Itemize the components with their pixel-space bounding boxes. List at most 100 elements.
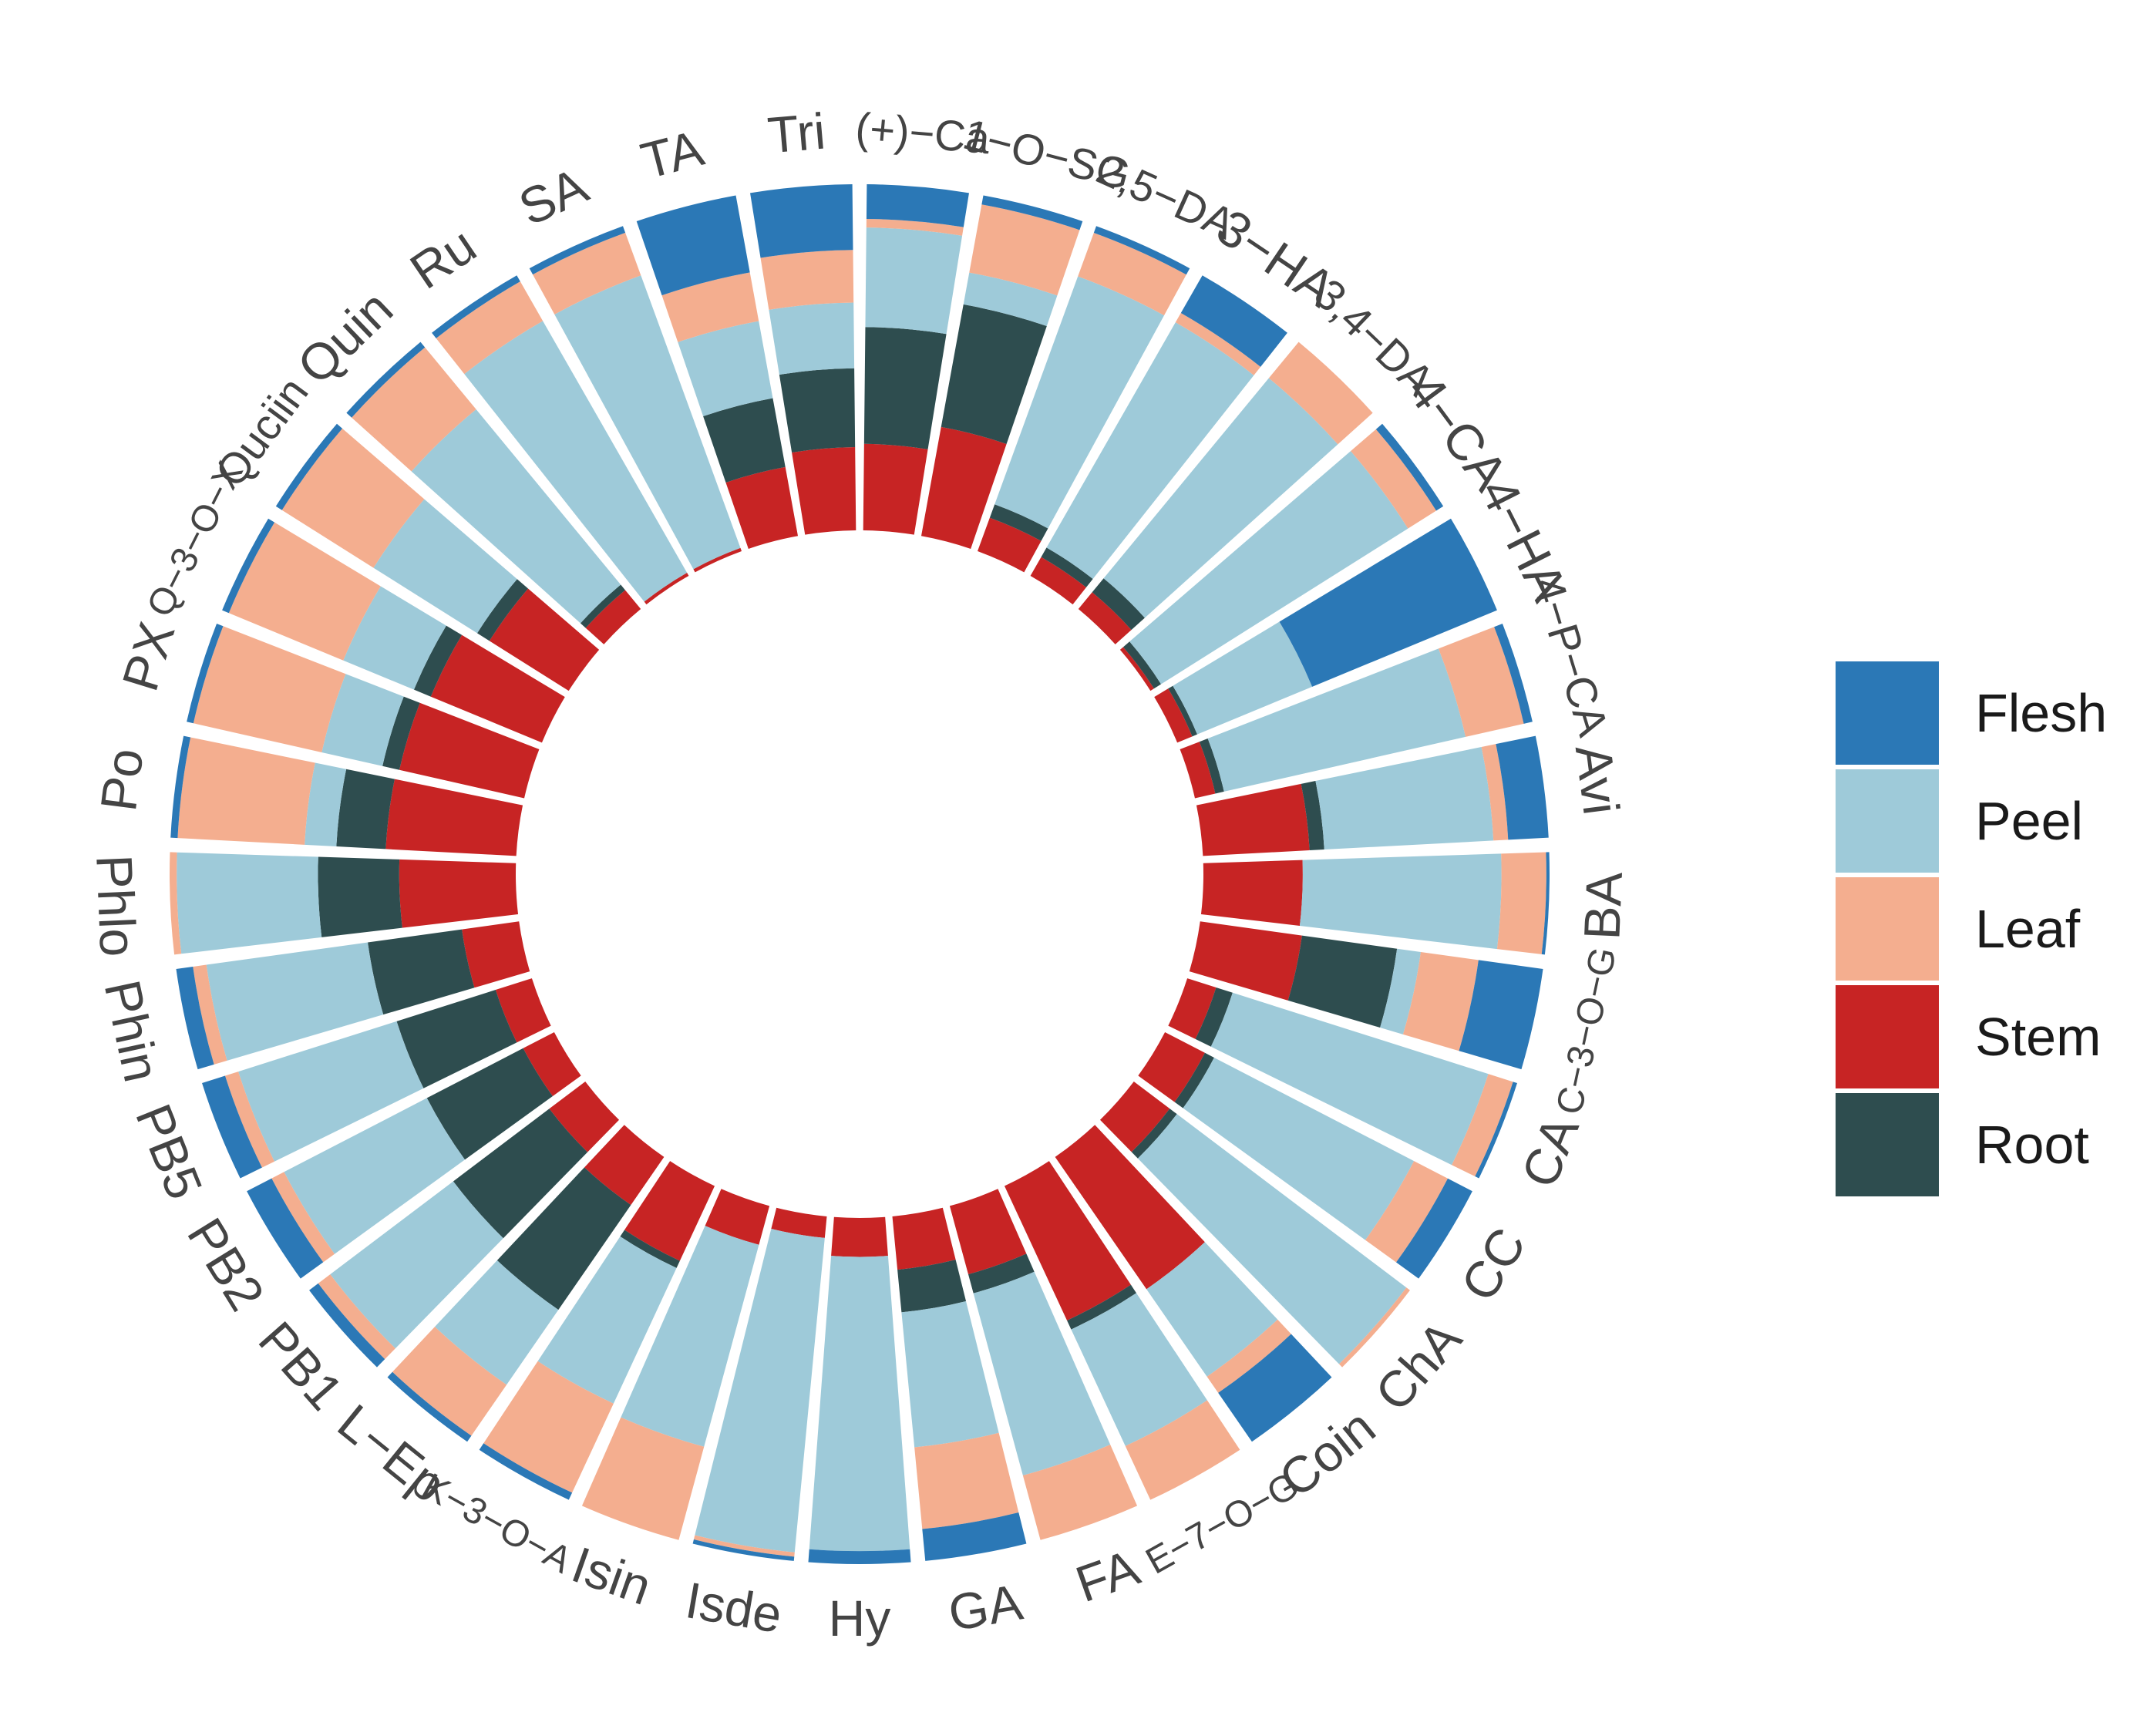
bar-4-ha-peel-segment — [1173, 621, 1313, 735]
bar-pb5-root-segment — [396, 990, 517, 1088]
bar-tri — [750, 184, 856, 535]
bar-4-ha-stem-segment — [1154, 688, 1193, 743]
bar-avi-root-segment — [1301, 781, 1324, 851]
bar-4-ca-stem-segment — [1119, 647, 1154, 691]
bar-ca — [863, 184, 969, 535]
bar-pb5 — [202, 978, 551, 1179]
bar-ca-flesh-segment — [866, 184, 969, 227]
bar-quciin-root-segment — [476, 579, 528, 641]
bar-sa — [529, 226, 742, 573]
category-label-pb5: PB5 — [125, 1096, 214, 1206]
bar-tri-leaf-segment — [760, 250, 854, 310]
bar-q-3-o-x-leaf-segment — [228, 522, 381, 661]
bar-q-3-o-x — [222, 518, 565, 743]
bar-sa-leaf-segment — [533, 232, 641, 315]
bar-c-3-o-g-stem-segment — [1189, 921, 1302, 1001]
bar-k-3-o-a-leaf-segment — [483, 1361, 614, 1493]
category-label-po: Po — [89, 745, 154, 814]
bar-pb2-stem-segment — [523, 1031, 581, 1097]
bar-fa-stem-segment — [949, 1189, 1027, 1275]
bar-2-5-da-root-segment — [989, 504, 1048, 541]
bar-4-ha-root-segment — [1168, 685, 1197, 737]
bar-quin — [346, 341, 641, 644]
bars-group — [170, 184, 1550, 1564]
bar-cc — [1138, 1031, 1472, 1279]
bar-4-ha-flesh-segment — [1279, 518, 1497, 687]
category-label-phin: Phin — [94, 975, 171, 1087]
bar-avi-leaf-segment — [1481, 744, 1509, 841]
bar-4-p-ca-stem-segment — [1180, 742, 1216, 799]
bar-q-3-o-x-root-segment — [413, 625, 463, 697]
bar-pb5-leaf-segment — [224, 1072, 274, 1168]
category-label-ca: CA — [1510, 1108, 1590, 1195]
bar-ca-leaf-segment — [866, 218, 964, 236]
bar-l-ep-root-segment — [496, 1167, 631, 1310]
bar-px-root-segment — [382, 696, 420, 770]
bar-4-ca — [1119, 423, 1444, 691]
bar-ga-root-segment — [897, 1260, 967, 1313]
category-label-hy: Hy — [829, 1590, 891, 1647]
bar-ru-flesh-segment — [432, 275, 520, 338]
bar-px — [187, 624, 540, 799]
bar-phlo-root-segment — [318, 856, 402, 937]
bar-ru-stem-segment — [644, 573, 689, 605]
bar-hy-stem-segment — [831, 1216, 888, 1257]
bar-hy-flesh-segment — [808, 1549, 911, 1564]
bar-po-root-segment — [336, 769, 395, 849]
bar-isde-peel-segment — [695, 1228, 825, 1553]
bar-3-ha — [1030, 275, 1287, 605]
bar-quciin-leaf-segment — [281, 428, 425, 568]
bar-po — [170, 735, 523, 856]
bar-phlo-peel-segment — [177, 852, 322, 954]
bar-px-peel-segment — [321, 674, 404, 766]
bar-isde-flesh-segment — [692, 1539, 795, 1561]
bar-cha-root-segment — [1131, 1109, 1177, 1159]
bar-ru-peel-segment — [464, 321, 688, 602]
bar-phlo — [170, 852, 519, 955]
bar-ga-leaf-segment — [914, 1432, 1019, 1529]
bar-1-o-sg-leaf-segment — [969, 204, 1080, 296]
bar-po-flesh-segment — [170, 735, 191, 839]
bar-q-3-o-x-flesh-segment — [222, 518, 275, 614]
category-label-phlo: Phlo — [86, 853, 147, 957]
bar-4-p-ca-leaf-segment — [1438, 627, 1524, 737]
bar-quin-root-segment — [580, 584, 625, 628]
bar-4-ca-peel-segment — [1129, 451, 1408, 685]
bar-quciin-stem-segment — [489, 588, 600, 691]
bar-isin-leaf-segment — [581, 1417, 705, 1540]
bar-cha — [1099, 1081, 1410, 1368]
bar-3-4-da-peel-segment — [1103, 378, 1338, 618]
bar-phin-root-segment — [368, 929, 475, 1015]
bar-fa — [949, 1189, 1138, 1540]
bar-isin — [581, 1189, 770, 1540]
bar-cc-flesh-segment — [1396, 1178, 1472, 1279]
bar-fa-peel-segment — [973, 1271, 1111, 1475]
bar-cha-peel-segment — [1137, 1114, 1407, 1364]
bar-ta-stem-segment — [725, 466, 799, 549]
bar-k-3-o-a-root-segment — [620, 1230, 680, 1268]
bar-4-p-ca-flesh-segment — [1494, 624, 1533, 724]
category-label-avi: Avi — [1565, 742, 1631, 818]
bar-tri-root-segment — [779, 368, 856, 453]
bar-1-o-sg-peel-segment — [963, 272, 1058, 327]
bar-k-3-o-a — [479, 1161, 715, 1500]
bar-ca-flesh-segment — [1475, 1082, 1517, 1179]
bar-hy — [808, 1216, 911, 1564]
category-label-fa: FA — [1068, 1539, 1146, 1613]
bar-sa-flesh-segment — [529, 226, 626, 275]
bar-1-o-sg-root-segment — [941, 304, 1047, 444]
bar-quin-leaf-segment — [352, 347, 476, 472]
bar-pb1-stem-segment — [549, 1081, 620, 1152]
bar-3-4-da-root-segment — [1092, 578, 1145, 631]
bar-ca-stem-segment — [1168, 978, 1217, 1039]
bar-px-flesh-segment — [187, 624, 224, 724]
legend: Flesh Peel Leaf Stem Root — [1831, 657, 2107, 1201]
category-label-ru: Ru — [400, 216, 486, 300]
bar-avi-peel-segment — [1315, 747, 1494, 850]
legend-swatch-peel — [1831, 765, 1943, 877]
bar-4-ca-leaf-segment — [1351, 429, 1436, 529]
legend-label-root: Root — [1975, 1115, 2089, 1175]
bar-ta — [636, 195, 799, 549]
bar-quciin-peel-segment — [373, 499, 517, 634]
